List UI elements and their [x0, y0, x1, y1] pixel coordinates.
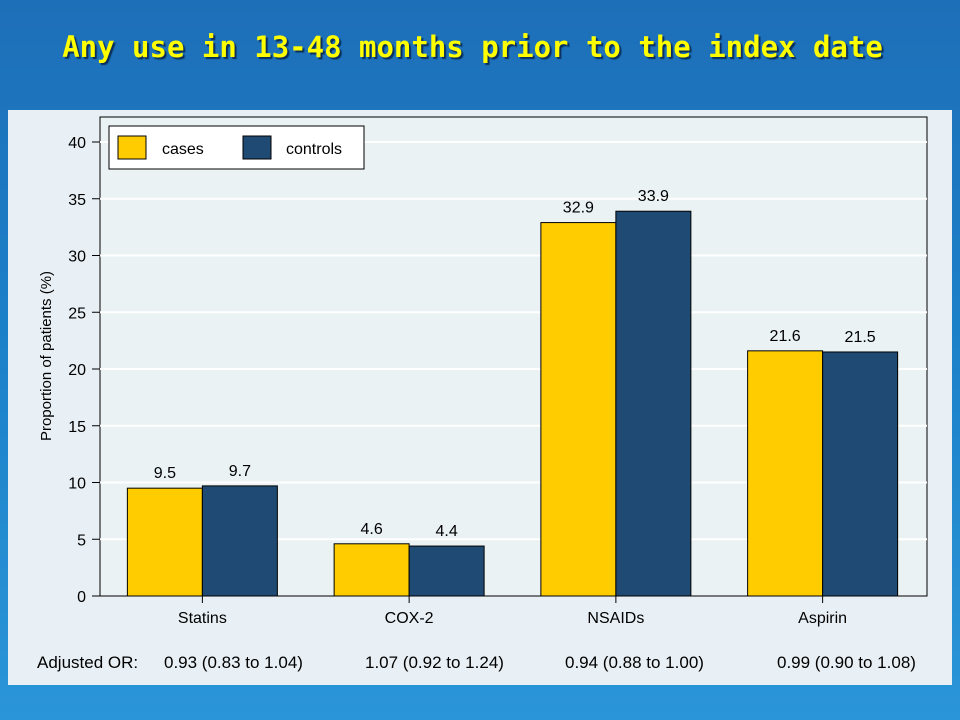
bar-cases-cox-2 [333, 543, 410, 597]
legend: cases controls [108, 125, 365, 170]
legend-swatch-controls [242, 135, 272, 160]
y-axis-label: Proportion of patients (%) [38, 271, 55, 441]
adjusted-or-aspirin: 0.99 (0.90 to 1.08) [777, 653, 916, 672]
bar-cases-aspirin [747, 350, 824, 597]
y-tick-label: 30 [68, 249, 86, 266]
bar-controls-statins [201, 485, 278, 597]
y-tick-label: 10 [68, 476, 86, 493]
data-label: 9.5 [154, 465, 176, 482]
bars: 9.5 9.7 4.6 4.4 32.9 33.9 21.6 21.5 [126, 188, 899, 597]
y-tick-label: 15 [68, 419, 86, 436]
data-label: 4.6 [361, 521, 383, 538]
y-tick-label: 0 [77, 589, 86, 606]
data-label: 32.9 [563, 200, 594, 217]
legend-box [108, 125, 365, 170]
slide-title: Any use in 13-48 months prior to the ind… [62, 30, 883, 64]
x-tick-label: COX-2 [385, 610, 434, 627]
adjusted-or-row: Adjusted OR: 0.93 (0.83 to 1.04) 1.07 (0… [37, 653, 916, 672]
adjusted-or-statins: 0.93 (0.83 to 1.04) [164, 653, 303, 672]
y-tick-label: 5 [77, 532, 86, 549]
bar-cases-nsaids [540, 222, 617, 597]
y-tick-label: 25 [68, 305, 86, 322]
data-label: 4.4 [436, 523, 458, 540]
y-tick-label: 35 [68, 192, 86, 209]
x-tick-label: Statins [178, 610, 227, 627]
x-tick-label: Aspirin [798, 610, 847, 627]
bar-controls-nsaids [615, 210, 692, 597]
data-label: 21.6 [770, 328, 801, 345]
bar-cases-statins [126, 487, 203, 597]
data-label: 21.5 [845, 329, 876, 346]
adjusted-or-cox2: 1.07 (0.92 to 1.24) [365, 653, 504, 672]
bar-controls-cox-2 [408, 545, 485, 597]
data-label: 33.9 [638, 188, 669, 205]
x-axis: Statins COX-2 NSAIDs Aspirin [178, 596, 847, 627]
legend-label-cases: cases [162, 141, 204, 158]
adjusted-or-label: Adjusted OR: [37, 653, 138, 672]
adjusted-or-nsaids: 0.94 (0.88 to 1.00) [565, 653, 704, 672]
x-tick-label: NSAIDs [587, 610, 644, 627]
data-label: 9.7 [229, 463, 251, 480]
legend-swatch-cases [117, 135, 147, 160]
bar-controls-aspirin [822, 351, 899, 597]
y-tick-label: 40 [68, 135, 86, 152]
y-axis: 0 5 10 15 20 25 30 35 40 [68, 135, 100, 606]
y-tick-label: 20 [68, 362, 86, 379]
legend-label-controls: controls [286, 141, 342, 158]
